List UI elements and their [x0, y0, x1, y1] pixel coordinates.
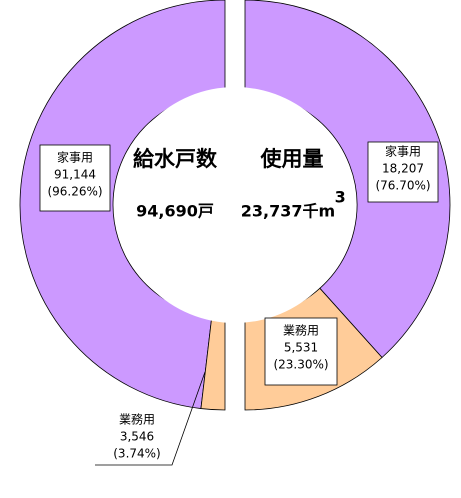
donut-hole [117, 87, 353, 323]
slice-label: 業務用 [119, 413, 155, 427]
slice-label: (96.26%) [47, 185, 102, 199]
center-title: 使用量 [260, 147, 324, 171]
slice-label: (3.74%) [113, 447, 160, 461]
donut-slice [244, 0, 451, 359]
center-title: 給水戸数 [133, 147, 218, 171]
slice-label: 3,546 [120, 430, 154, 444]
leader-line [95, 371, 206, 466]
slice-label: 業務用 [283, 324, 319, 338]
slice-label: 5,531 [284, 341, 318, 355]
slice-label: (76.70%) [375, 179, 430, 193]
label-box [39, 144, 111, 212]
label-box [367, 141, 439, 203]
slice-label: 家事用 [385, 144, 421, 159]
donut-slice [19, 0, 226, 410]
slice-label: 91,144 [54, 168, 96, 182]
slice-label: 18,207 [382, 162, 424, 176]
slice-label: 家事用 [57, 150, 93, 165]
label-box [264, 317, 338, 386]
slice-label: (23.30%) [273, 358, 328, 372]
total-superscript: 3 [335, 188, 346, 207]
center-total: 23,737千m [241, 202, 335, 221]
center-total: 94,690戸 [136, 202, 214, 221]
